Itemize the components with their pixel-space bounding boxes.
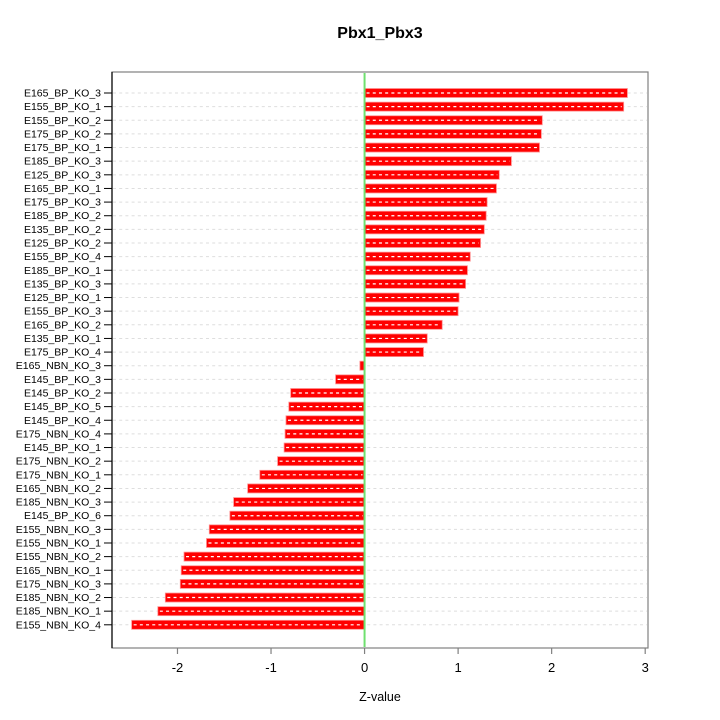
bar [277,456,365,467]
bar [164,592,365,603]
y-tick-label: E185_BP_KO_3 [24,156,101,168]
y-tick-label: E165_BP_KO_3 [24,88,101,100]
x-tick-label: 1 [454,660,461,675]
y-tick-label: E165_BP_KO_1 [24,183,101,195]
x-tick-label: 3 [642,660,649,675]
y-tick-label: E185_NBN_KO_1 [16,606,101,618]
y-tick-label: E125_BP_KO_1 [24,292,101,304]
y-tick-label: E135_BP_KO_2 [24,224,101,236]
y-tick-label: E145_BP_KO_3 [24,374,101,386]
y-tick-label: E155_BP_KO_4 [24,251,101,263]
y-tick-label: E175_BP_KO_4 [24,347,101,359]
y-tick-label: E175_NBN_KO_1 [16,469,101,481]
x-tick-label: -1 [265,660,277,675]
x-tick-label: 0 [361,660,368,675]
y-tick-label: E175_BP_KO_3 [24,197,101,209]
y-tick-label: E125_BP_KO_2 [24,237,101,249]
y-tick-label: E145_BP_KO_5 [24,401,101,413]
y-tick-label: E155_NBN_KO_3 [16,524,101,536]
y-tick-label: E145_BP_KO_6 [24,510,101,522]
y-tick-label: E155_BP_KO_1 [24,101,101,113]
y-tick-label: E185_NBN_KO_2 [16,592,101,604]
x-axis-label: Z-value [359,690,401,704]
bar [364,129,542,139]
y-tick-label: E155_NBN_KO_2 [16,551,101,563]
y-tick-label: E175_NBN_KO_3 [16,578,101,590]
y-tick-label: E165_BP_KO_2 [24,319,101,331]
chart-title: Pbx1_Pbx3 [337,25,423,42]
y-tick-label: E165_NBN_KO_2 [16,483,101,495]
y-tick-label: E175_NBN_KO_2 [16,456,101,468]
y-tick-label: E145_BP_KO_4 [24,415,101,427]
y-tick-label: E185_BP_KO_2 [24,210,101,222]
y-tick-label: E165_NBN_KO_3 [16,360,101,372]
y-tick-label: E175_BP_KO_1 [24,142,101,154]
y-tick-label: E125_BP_KO_3 [24,169,101,181]
y-tick-label: E155_NBN_KO_1 [16,537,101,549]
y-tick-label: E175_BP_KO_2 [24,128,101,140]
y-tick-label: E185_BP_KO_1 [24,265,101,277]
y-tick-label: E135_BP_KO_3 [24,278,101,290]
y-tick-label: E175_NBN_KO_4 [16,428,101,440]
y-tick-label: E145_BP_KO_2 [24,387,101,399]
y-tick-label: E185_NBN_KO_3 [16,497,101,509]
y-tick-label: E165_NBN_KO_1 [16,565,101,577]
y-tick-label: E155_BP_KO_2 [24,115,101,127]
x-tick-label: 2 [548,660,555,675]
y-tick-label: E135_BP_KO_1 [24,333,101,345]
y-tick-label: E155_BP_KO_3 [24,306,101,318]
bar [364,142,540,153]
y-tick-label: E155_NBN_KO_4 [16,619,101,631]
y-tick-label: E145_BP_KO_1 [24,442,101,454]
x-tick-label: -2 [172,660,184,675]
